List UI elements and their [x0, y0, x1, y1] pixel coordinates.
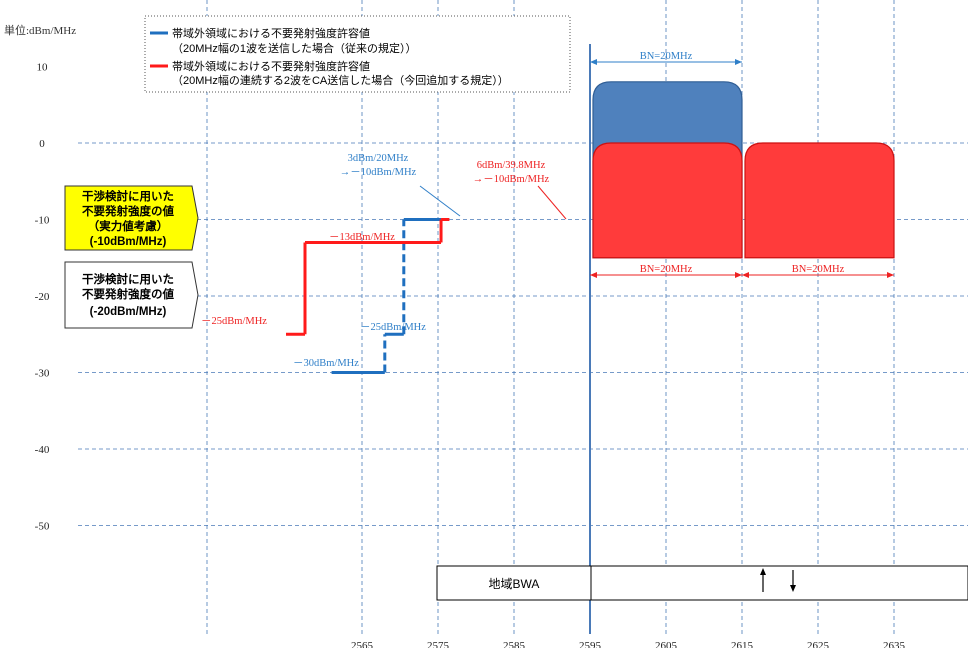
- band-bwa-label: 地域BWA: [489, 577, 540, 591]
- callout-yellow: 干渉検討に用いた 不要発射強度の値 （実力値考慮） (-10dBm/MHz): [64, 185, 199, 251]
- legend-frame: [144, 15, 571, 93]
- y-tick-label: -20: [35, 291, 50, 303]
- annotation-blue-30: －30dBm/MHz: [293, 358, 359, 369]
- down-arrow-head-icon: [790, 585, 796, 592]
- bn-left-label: BN=20MHz: [640, 264, 693, 275]
- unit-label: 単位:dBm/MHz: [4, 23, 76, 37]
- callout-white-shape: [64, 261, 199, 329]
- legend-blue-line1: 帯域外領域における不要発射強度許容値: [172, 26, 370, 40]
- callout-yellow-shape: [64, 185, 199, 251]
- y-tick-label: -40: [35, 444, 50, 456]
- legend-red-line2: （20MHz幅の連続する2波をCA送信した場合（今回追加する規定））: [172, 73, 509, 87]
- bn-right-arrow-icon: [742, 272, 749, 278]
- y-tick-label: 10: [37, 62, 49, 74]
- series-lines: [286, 218, 450, 374]
- labels: 10 0 -10 -20 -30 -40 -50 2565 2575 2585 2595 2605 26…: [35, 51, 906, 648]
- annotation-red-10a: 6dBm/39.8MHz: [477, 160, 546, 171]
- x-tick-label: 2605: [655, 640, 678, 648]
- bn-left-arrow-icon: [590, 272, 597, 278]
- legend: 帯域外領域における不要発射強度許容値 （20MHz幅の1波を送信した場合（従来の…: [144, 15, 571, 93]
- bn-top-arrow-icon: [590, 59, 597, 65]
- carriers: [592, 81, 895, 259]
- band-row: 地域BWA: [436, 565, 968, 601]
- carrier-block-red2: [744, 142, 895, 259]
- bn-top-label: BN=20MHz: [640, 51, 693, 62]
- y-tick-label: -10: [35, 215, 50, 227]
- band-right-box: [590, 565, 968, 601]
- x-tick-label: 2635: [883, 640, 906, 648]
- y-tick-label: 0: [39, 138, 45, 150]
- callout-yellow-line3: （実力値考慮）: [88, 219, 169, 233]
- x-tick-label: 2575: [427, 640, 450, 648]
- callout-white-line2: 不要発射強度の値: [82, 287, 174, 301]
- callout-yellow-line2: 不要発射強度の値: [82, 204, 174, 218]
- x-tick-label: 2625: [807, 640, 830, 648]
- x-tick-label: 2615: [731, 640, 754, 648]
- annotation-red-25: －25dBm/MHz: [201, 316, 267, 327]
- x-tick-label: 2595: [579, 640, 602, 648]
- y-tick-label: -30: [35, 368, 50, 380]
- bn-top-arrow-icon: [735, 59, 742, 65]
- grid: [78, 0, 968, 634]
- x-tick-label: 2585: [503, 640, 526, 648]
- annotation-blue-10b: →－10dBm/MHz: [340, 167, 417, 178]
- bn-left-arrow-icon: [735, 272, 742, 278]
- bn-right-label: BN=20MHz: [792, 264, 845, 275]
- legend-red-line1: 帯域外領域における不要発射強度許容値: [172, 59, 370, 73]
- bn-right-arrow-icon: [887, 272, 894, 278]
- legend-blue-line2: （20MHz幅の1波を送信した場合（従来の規定））: [172, 41, 416, 55]
- callout-yellow-line1: 干渉検討に用いた: [82, 189, 174, 203]
- annotation-blue-10a: 3dBm/20MHz: [348, 153, 409, 164]
- up-arrow-head-icon: [760, 568, 766, 575]
- callout-white-line3: (-20dBm/MHz): [90, 306, 167, 318]
- band-bwa-box: [436, 565, 592, 601]
- carrier-block-red1: [592, 142, 743, 259]
- annotation-red-10b: →－10dBm/MHz: [473, 174, 550, 185]
- leader-blue: [419, 185, 461, 217]
- y-tick-label: -50: [35, 521, 50, 533]
- annotation-red-13: －13dBm/MHz: [329, 232, 395, 243]
- callout-yellow-line4: (-10dBm/MHz): [90, 236, 167, 248]
- callout-white-line1: 干渉検討に用いた: [82, 272, 174, 286]
- annotation-blue-25: －25dBm/MHz: [360, 322, 426, 333]
- x-tick-label: 2565: [351, 640, 374, 648]
- leader-red: [537, 185, 567, 220]
- callout-white: 干渉検討に用いた 不要発射強度の値 (-20dBm/MHz): [64, 261, 199, 329]
